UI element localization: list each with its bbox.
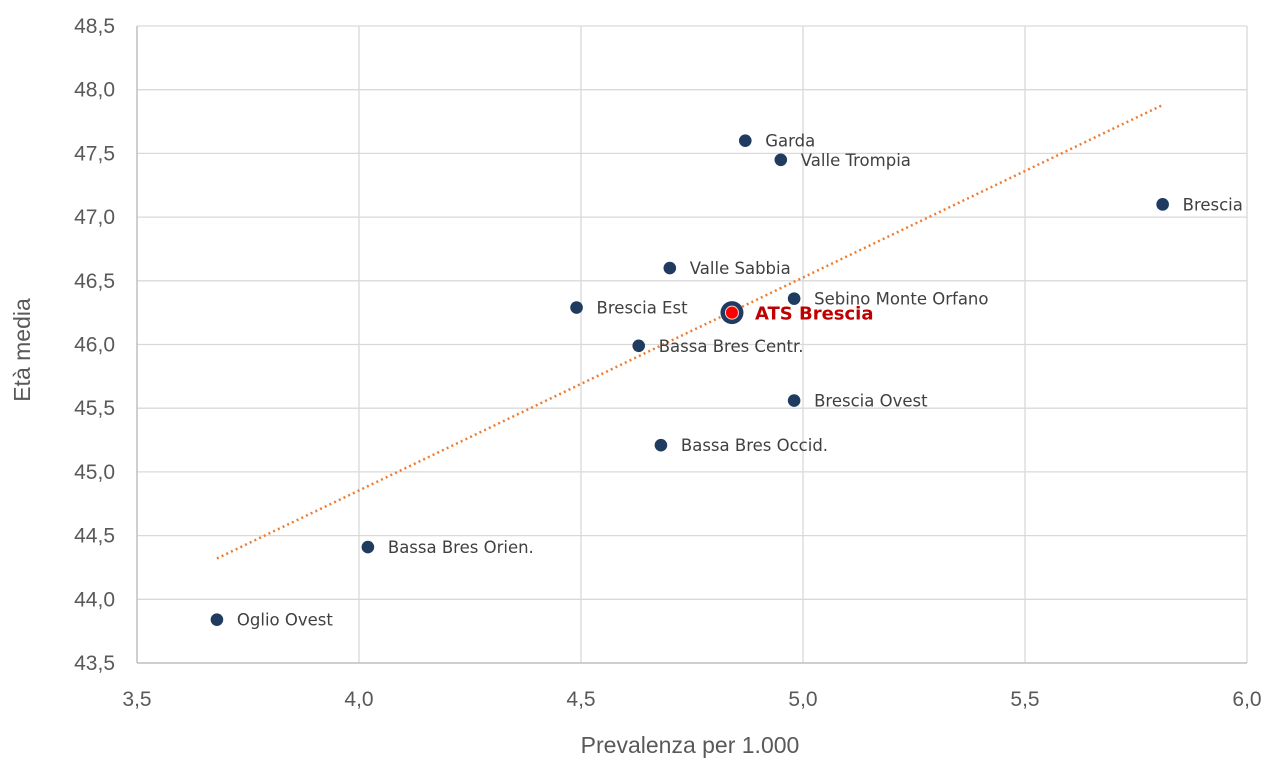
y-tick-label: 47,5 bbox=[74, 142, 115, 165]
point-label: Bassa Bres Centr. bbox=[659, 337, 804, 356]
point-label: Oglio Ovest bbox=[237, 611, 333, 630]
data-point bbox=[632, 339, 646, 353]
x-axis-title: Prevalenza per 1.000 bbox=[581, 732, 800, 758]
point-label: Brescia Est bbox=[597, 299, 689, 318]
data-point bbox=[774, 153, 788, 167]
point-label: Valle Trompia bbox=[801, 151, 911, 170]
y-tick-label: 44,0 bbox=[74, 588, 115, 611]
trendline bbox=[216, 103, 1164, 560]
y-tick-label: 46,0 bbox=[74, 334, 115, 357]
point-label: Brescia Ovest bbox=[814, 392, 928, 411]
y-tick-label: 46,5 bbox=[74, 270, 115, 293]
y-tick-label: 43,5 bbox=[74, 652, 115, 675]
data-point bbox=[1156, 198, 1169, 211]
point-label: Valle Sabbia bbox=[690, 259, 791, 278]
y-tick-label: 45,5 bbox=[74, 397, 115, 420]
data-point bbox=[654, 438, 668, 452]
y-tick-label: 48,5 bbox=[74, 15, 115, 38]
data-point bbox=[787, 394, 801, 407]
data-point bbox=[738, 134, 752, 147]
x-tick-label: 5,5 bbox=[1010, 688, 1039, 711]
point-label: Sebino Monte Orfano bbox=[814, 290, 988, 309]
y-tick-label: 47,0 bbox=[74, 206, 115, 229]
y-tick-label: 45,0 bbox=[74, 461, 115, 484]
data-point bbox=[361, 540, 375, 554]
highlight-point-center bbox=[724, 305, 739, 320]
point-label: Bassa Bres Orien. bbox=[388, 538, 534, 557]
x-tick-label: 3,5 bbox=[122, 688, 151, 711]
highlight-label: ATS Brescia bbox=[755, 304, 874, 325]
data-point bbox=[787, 292, 801, 305]
x-tick-label: 6,0 bbox=[1232, 688, 1261, 711]
y-tick-label: 44,5 bbox=[74, 525, 115, 548]
data-point bbox=[663, 261, 677, 275]
point-label: Brescia bbox=[1183, 195, 1243, 214]
data-point bbox=[210, 613, 224, 626]
trendline-group bbox=[216, 103, 1164, 560]
axes bbox=[136, 26, 1247, 664]
point-label: Bassa Bres Occid. bbox=[681, 436, 828, 455]
x-tick-label: 4,0 bbox=[344, 688, 373, 711]
data-point bbox=[570, 301, 583, 314]
x-tick-label: 5,0 bbox=[788, 688, 817, 711]
tick-labels: 3,5 4,0 4,5 5,0 5,5 6,0 43,5 44,0 44,5 45,0 45,5 46… bbox=[74, 15, 1261, 711]
y-tick-label: 48,0 bbox=[74, 79, 115, 102]
x-tick-label: 4,5 bbox=[566, 688, 595, 711]
point-label: Garda bbox=[765, 132, 815, 151]
y-axis-title: Età media bbox=[9, 298, 35, 402]
